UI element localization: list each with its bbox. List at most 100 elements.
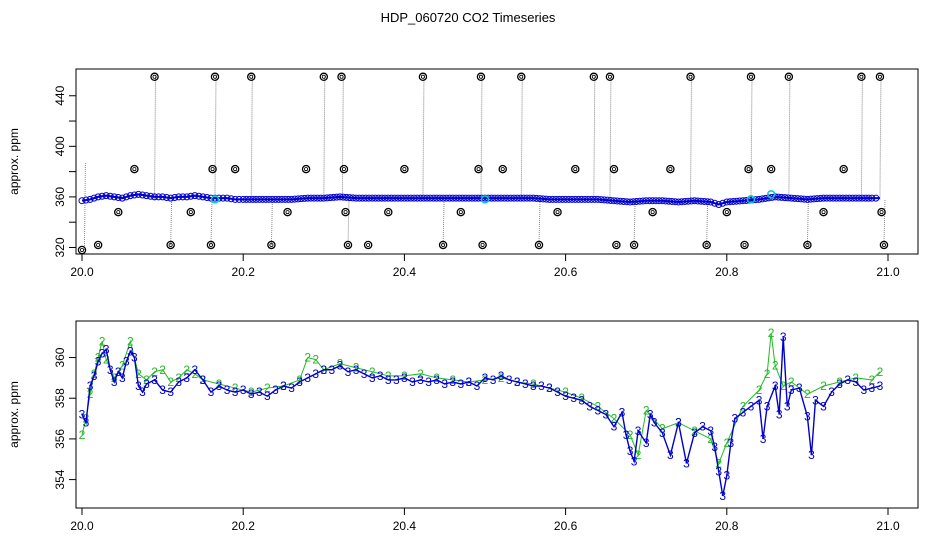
outlier-point-inner bbox=[441, 242, 446, 247]
outlier-point-inner bbox=[746, 167, 751, 172]
series-2-marker: 2 bbox=[627, 428, 634, 442]
outlier-point bbox=[206, 240, 216, 250]
outlier-point-inner bbox=[769, 167, 774, 172]
series-3-marker: 3 bbox=[490, 373, 497, 387]
series-2-marker: 2 bbox=[869, 373, 876, 387]
series-3-marker: 3 bbox=[256, 385, 263, 399]
series-3-marker: 3 bbox=[337, 359, 344, 373]
series-2-marker: 2 bbox=[264, 381, 271, 395]
outlier-point bbox=[589, 72, 599, 82]
outlier-point bbox=[418, 72, 428, 82]
data-point bbox=[163, 194, 171, 202]
series-3-marker: 3 bbox=[385, 373, 392, 387]
spike-line bbox=[750, 76, 753, 200]
outlier-point-inner bbox=[458, 210, 463, 215]
series-3-marker: 3 bbox=[804, 410, 811, 424]
highlight-point bbox=[746, 195, 756, 204]
x-tick-label: 20.2 bbox=[232, 265, 256, 279]
series-2-marker: 2 bbox=[127, 334, 134, 348]
outlier-point-inner bbox=[339, 74, 344, 79]
series-3-marker: 3 bbox=[578, 393, 585, 407]
series-2-marker: 2 bbox=[611, 412, 618, 426]
x-tick-label: 20.4 bbox=[393, 265, 417, 279]
data-point bbox=[199, 193, 207, 201]
series-3-marker: 3 bbox=[127, 344, 134, 358]
series-3-marker: 3 bbox=[320, 363, 327, 377]
outlier-point-inner bbox=[668, 167, 673, 172]
data-point bbox=[110, 193, 118, 201]
outlier-point-inner bbox=[321, 74, 326, 79]
series-3-marker: 3 bbox=[377, 369, 384, 383]
outlier-point bbox=[319, 72, 329, 82]
y-tick-label: 360 bbox=[53, 347, 67, 367]
data-point bbox=[171, 194, 179, 202]
outlier-point-inner bbox=[168, 242, 173, 247]
series-3-marker: 3 bbox=[796, 381, 803, 395]
data-point bbox=[155, 193, 163, 201]
series-3-marker: 3 bbox=[216, 379, 223, 393]
series-2-marker: 2 bbox=[175, 371, 182, 385]
series-3-marker: 3 bbox=[514, 375, 521, 389]
series-3-marker: 3 bbox=[498, 369, 505, 383]
x-tick-label: 20.0 bbox=[70, 519, 94, 533]
series-3-marker: 3 bbox=[727, 436, 734, 450]
data-point bbox=[207, 194, 215, 202]
series-3-marker: 3 bbox=[570, 391, 577, 405]
series-3-marker: 3 bbox=[191, 363, 198, 377]
outlier-point-inner bbox=[591, 74, 596, 79]
series-3-marker: 3 bbox=[764, 399, 771, 413]
x-tick-label: 21.0 bbox=[876, 265, 900, 279]
data-point bbox=[159, 193, 167, 201]
spike-line bbox=[347, 199, 350, 248]
series-3-marker: 3 bbox=[449, 375, 456, 389]
outlier-point bbox=[784, 72, 794, 82]
outlier-point-inner bbox=[285, 210, 290, 215]
series-2-marker: 2 bbox=[151, 365, 158, 379]
spike-line bbox=[593, 76, 596, 200]
series-3-marker: 3 bbox=[208, 385, 215, 399]
outlier-point-inner bbox=[80, 247, 85, 252]
series-3-marker: 3 bbox=[594, 403, 601, 417]
outlier-point-inner bbox=[555, 210, 560, 215]
data-point bbox=[227, 195, 235, 203]
series-2-marker: 2 bbox=[216, 377, 223, 391]
outlier-point-inner bbox=[704, 242, 709, 247]
series-3-marker: 3 bbox=[659, 426, 666, 440]
outlier-point bbox=[534, 240, 544, 250]
outlier-point-inner bbox=[519, 74, 524, 79]
data-point bbox=[122, 193, 130, 201]
series-2-marker: 2 bbox=[820, 379, 827, 393]
series-2-marker: 2 bbox=[772, 359, 779, 373]
series-3-marker: 3 bbox=[506, 373, 513, 387]
outlier-point-inner bbox=[208, 242, 213, 247]
y-tick-label: 354 bbox=[53, 469, 67, 489]
y-tick-label: 320 bbox=[53, 237, 67, 257]
series-2-marker: 2 bbox=[715, 456, 722, 470]
spike-line bbox=[706, 199, 709, 245]
data-point bbox=[755, 195, 763, 203]
data-point bbox=[711, 199, 719, 207]
data-point bbox=[752, 196, 760, 204]
series-2-marker: 2 bbox=[482, 373, 489, 387]
outlier-point-inner bbox=[573, 167, 578, 172]
spike-line bbox=[860, 76, 863, 200]
series-3-marker: 3 bbox=[643, 436, 650, 450]
y-axis-label: approx. ppm bbox=[7, 128, 21, 195]
panel-top: 20.0 20.2 20.4 20.6 20.8 21.0 320 360 400 440 appr… bbox=[7, 68, 919, 279]
series-3-marker: 3 bbox=[784, 399, 791, 413]
series-3-marker: 3 bbox=[844, 373, 851, 387]
y-axis-label: approx. ppm bbox=[7, 381, 21, 448]
outlier-point bbox=[186, 207, 196, 217]
outlier-point bbox=[744, 164, 753, 174]
outlier-point-inner bbox=[611, 167, 616, 172]
series-3-marker: 3 bbox=[647, 408, 654, 422]
data-point bbox=[102, 192, 110, 200]
series-3-marker: 3 bbox=[159, 383, 166, 397]
data-point bbox=[167, 194, 175, 202]
outlier-point-inner bbox=[188, 210, 193, 215]
outlier-point bbox=[438, 240, 448, 250]
series-3-marker: 3 bbox=[441, 377, 448, 391]
y-tick-label: 360 bbox=[53, 187, 67, 207]
